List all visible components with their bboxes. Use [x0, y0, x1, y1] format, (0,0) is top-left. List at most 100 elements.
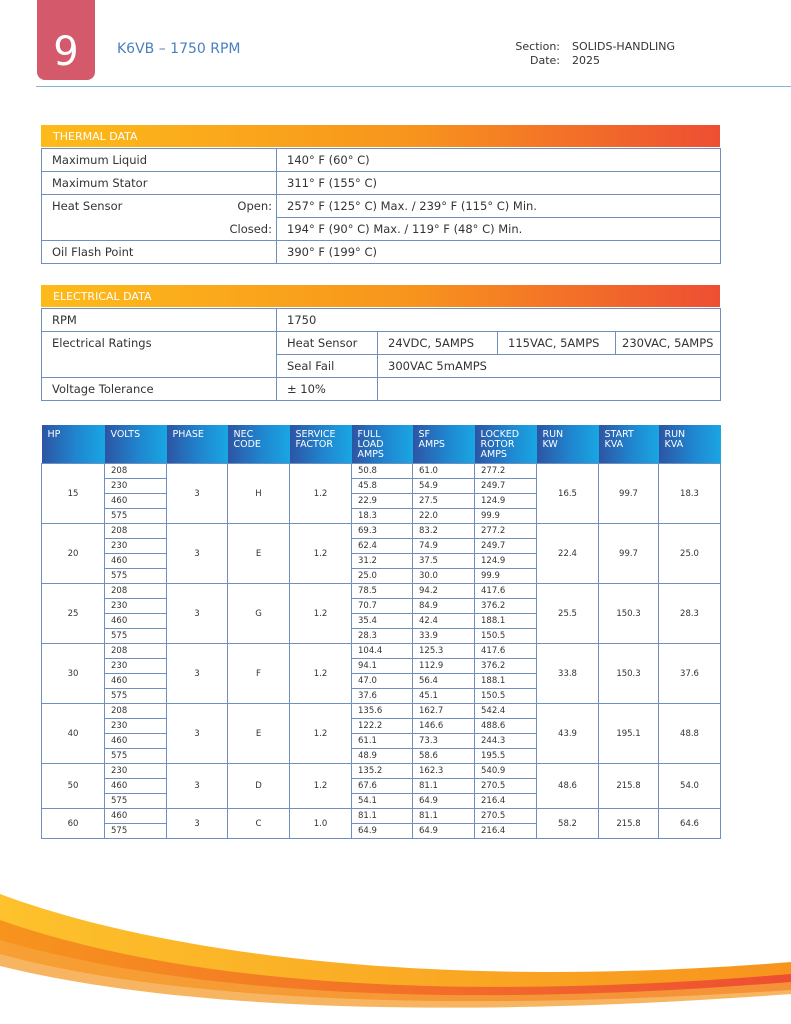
electrical-table: RPM 1750 Electrical Ratings Heat Sensor 2… — [41, 308, 722, 401]
heat-sensor-box: Heat Sensor Open: Closed: — [52, 195, 272, 240]
run-kva: 37.6 — [658, 643, 721, 704]
locked-rotor-amps: 124.9 — [474, 553, 537, 569]
full-load-amps: 135.2 — [351, 763, 413, 779]
full-load-amps: 94.1 — [351, 658, 413, 674]
start-kva: 99.7 — [598, 463, 659, 524]
locked-rotor-amps: 216.4 — [474, 823, 537, 839]
service-factor: 1.2 — [289, 643, 352, 704]
full-load-amps: 54.1 — [351, 793, 413, 809]
data-row: 40 208 3 E 1.2 135.6 162.7 542.4 43.9 195.1 48.8 — [41, 703, 721, 764]
page-number: 9 — [37, 0, 95, 80]
volts: 460 — [104, 493, 167, 509]
run-kw: 48.6 — [536, 763, 599, 809]
locked-rotor-amps: 195.5 — [474, 748, 537, 764]
value: 257° F (125° C) Max. / 239° F (115° C) M… — [276, 194, 721, 218]
column-header: SF AMPS — [412, 425, 475, 464]
hp: 40 — [41, 703, 105, 764]
full-load-amps: 28.3 — [351, 628, 413, 644]
data-row: 460 67.6 81.1 270.5 — [42, 778, 721, 794]
empty-cell — [376, 377, 722, 401]
volts: 208 — [104, 583, 167, 599]
run-kva: 28.3 — [658, 583, 721, 644]
data-row: 575 18.3 22.0 99.9 — [42, 508, 721, 524]
hp: 60 — [41, 808, 105, 839]
header-text: SERVICE FACTOR — [295, 429, 336, 450]
sf-amps: 56.4 — [412, 673, 475, 689]
sf-amps: 125.3 — [412, 643, 475, 659]
run-kva: 18.3 — [658, 463, 721, 524]
data-row: 575 64.9 64.9 216.4 — [42, 823, 721, 839]
footer-wave — [0, 894, 791, 1008]
start-kva: 150.3 — [598, 583, 659, 644]
phase: 3 — [166, 763, 228, 809]
sf-amps: 37.5 — [412, 553, 475, 569]
column-header: RUN KVA — [658, 425, 721, 464]
label: Open: — [237, 199, 272, 213]
data-row: 30 208 3 F 1.2 104.4 125.3 417.6 33.8 150.3 37.6 — [41, 643, 721, 704]
sf-amps: 162.3 — [412, 763, 475, 779]
sf-amps: 64.9 — [412, 793, 475, 809]
value: 140° F (60° C) — [276, 148, 721, 172]
sf-amps: 74.9 — [412, 538, 475, 554]
locked-rotor-amps: 124.9 — [474, 493, 537, 509]
header-text: SF AMPS — [418, 429, 445, 450]
column-header: START KVA — [598, 425, 659, 464]
data-row: 460 31.2 37.5 124.9 — [42, 553, 721, 569]
volts: 460 — [104, 613, 167, 629]
label: RPM — [41, 308, 277, 332]
header-text: START KVA — [604, 429, 634, 450]
full-load-amps: 81.1 — [351, 808, 413, 824]
data-row: 60 460 3 C 1.0 81.1 81.1 270.5 58.2 215.8 64.6 — [41, 808, 721, 839]
full-load-amps: 78.5 — [351, 583, 413, 599]
volts: 460 — [104, 778, 167, 794]
locked-rotor-amps: 216.4 — [474, 793, 537, 809]
locked-rotor-amps: 277.2 — [474, 463, 537, 479]
volts: 230 — [104, 763, 167, 779]
volts: 230 — [104, 478, 167, 494]
hp: 20 — [41, 523, 105, 584]
run-kva: 64.6 — [658, 808, 721, 839]
locked-rotor-amps: 376.2 — [474, 658, 537, 674]
sf-amps: 64.9 — [412, 823, 475, 839]
label: Closed: — [229, 222, 272, 236]
service-factor: 1.2 — [289, 463, 352, 524]
value: 1750 — [275, 308, 722, 332]
start-kva: 150.3 — [598, 643, 659, 704]
header-text: PHASE — [172, 429, 204, 440]
full-load-amps: 18.3 — [351, 508, 413, 524]
value: 390° F (199° C) — [276, 240, 721, 264]
label: Electrical Ratings — [41, 331, 277, 378]
locked-rotor-amps: 417.6 — [474, 583, 537, 599]
data-row: 575 54.1 64.9 216.4 — [42, 793, 721, 809]
service-factor: 1.2 — [289, 523, 352, 584]
full-load-amps: 67.6 — [351, 778, 413, 794]
volts: 460 — [104, 733, 167, 749]
full-load-amps: 31.2 — [351, 553, 413, 569]
locked-rotor-amps: 542.4 — [474, 703, 537, 719]
column-header: NEC CODE — [227, 425, 290, 464]
sf-amps: 162.7 — [412, 703, 475, 719]
data-row: 25 208 3 G 1.2 78.5 94.2 417.6 25.5 150.3 28.3 — [41, 583, 721, 644]
label: Oil Flash Point — [41, 240, 277, 264]
header-text: LOCKED ROTOR AMPS — [480, 429, 520, 460]
start-kva: 215.8 — [598, 763, 659, 809]
sf-amps: 112.9 — [412, 658, 475, 674]
label-cell: Heat Sensor Open: Closed: — [41, 194, 277, 241]
header-row: HP VOLTS PHASE NEC CODE SERVICE FACTOR FULL L… — [41, 425, 721, 464]
column-header: SERVICE FACTOR — [289, 425, 352, 464]
column-header: HP — [41, 425, 105, 464]
sf-amps: 94.2 — [412, 583, 475, 599]
service-factor: 1.2 — [289, 763, 352, 809]
volts: 460 — [104, 553, 167, 569]
volts: 575 — [104, 748, 167, 764]
service-factor: 1.2 — [289, 703, 352, 764]
value: ± 10% — [276, 377, 378, 401]
full-load-amps: 22.9 — [351, 493, 413, 509]
locked-rotor-amps: 188.1 — [474, 673, 537, 689]
sf-amps: 73.3 — [412, 733, 475, 749]
service-factor: 1.2 — [289, 583, 352, 644]
full-load-amps: 25.0 — [351, 568, 413, 584]
wave — [0, 940, 791, 1008]
locked-rotor-amps: 540.9 — [474, 763, 537, 779]
locked-rotor-amps: 277.2 — [474, 523, 537, 539]
